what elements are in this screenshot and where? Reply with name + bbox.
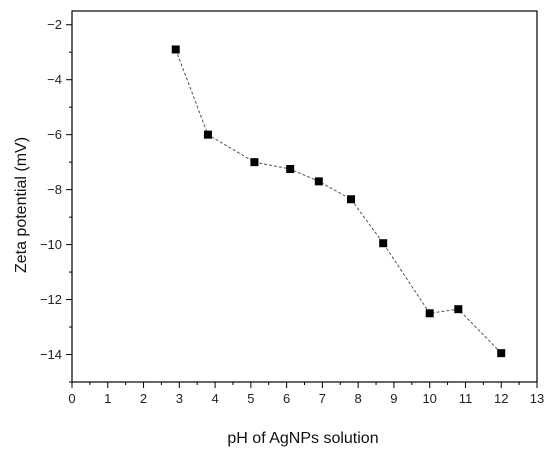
data-point [425,309,434,318]
plot-axes [66,10,538,388]
y-tick-label: −12 [40,292,62,307]
y-axis-title: Zeta potential (mV) [13,137,30,273]
y-tick-label: −10 [40,237,62,252]
x-tick-label: 3 [176,391,183,406]
data-point [347,195,355,204]
data-point [454,305,463,314]
x-tick-label: 12 [494,391,508,406]
data-point [171,45,180,54]
data-point [250,158,259,167]
plot-frame [71,10,538,383]
x-tick-label: 0 [68,391,75,406]
series-connector [175,49,502,354]
x-tick-label: 11 [459,391,473,406]
y-tick-label: −2 [47,17,62,32]
data-point [286,165,295,174]
x-axis-title: pH of AgNPs solution [227,430,378,447]
data-point [497,349,506,358]
x-tick-label: 9 [390,391,397,406]
x-tick-label: 10 [422,391,436,406]
y-tick-label: −4 [47,72,62,87]
x-tick-label: 2 [140,391,147,406]
data-point [379,239,388,248]
y-tick-label: −8 [47,182,62,197]
x-tick-label: 6 [283,391,290,406]
x-tick-label: 7 [319,391,326,406]
tick-labels: 0 1 2 3 4 5 6 7 8 9 10 11 12 13−14−12−10−8−6−4−2 [40,17,544,406]
x-tick-label: 13 [530,391,544,406]
series-line [175,49,502,354]
data-markers [171,45,506,358]
x-tick-label: 1 [104,391,111,406]
data-point [314,177,323,186]
x-tick-label: 5 [247,391,254,406]
y-tick-label: −14 [40,347,62,362]
y-tick-label: −6 [47,127,62,142]
x-tick-label: 4 [211,391,218,406]
x-tick-label: 8 [355,391,362,406]
data-point [203,130,212,139]
